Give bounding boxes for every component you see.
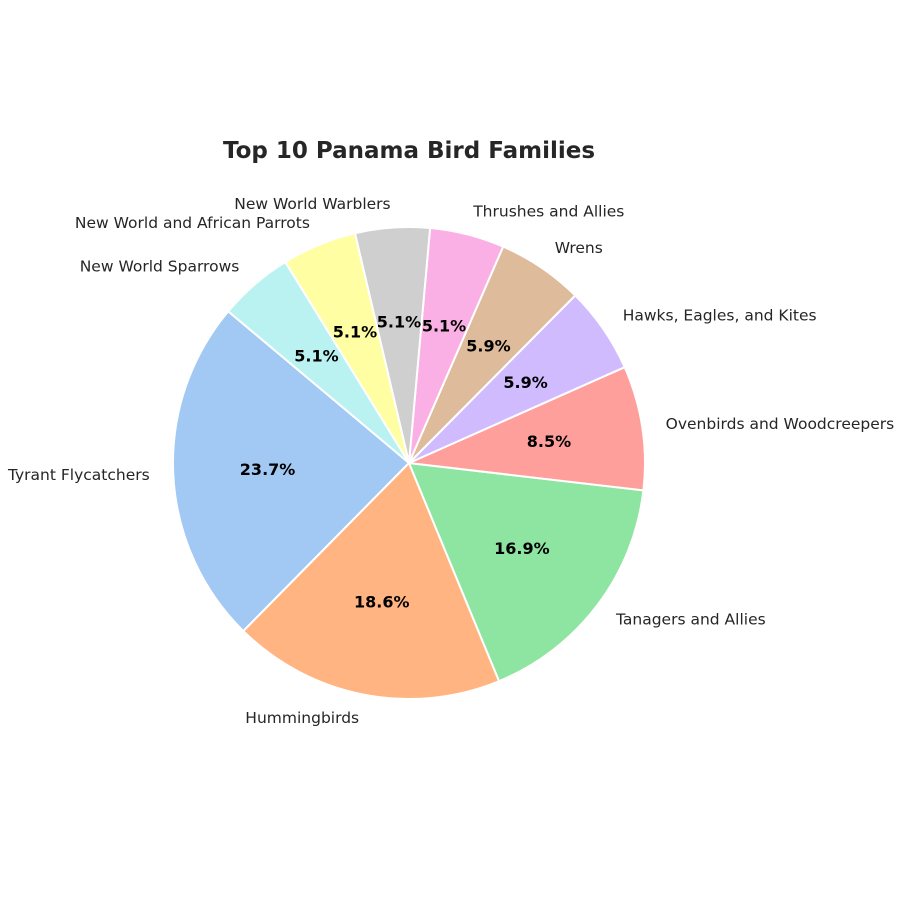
pie-percent-labels: 23.7%18.6%16.9%8.5%5.9%5.9%5.1%5.1%5.1%5… — [240, 312, 571, 611]
slice-label-tyrant-flycatchers: Tyrant Flycatchers — [7, 466, 150, 484]
chart-title: Top 10 Panama Bird Families — [223, 138, 595, 164]
pie-slice-tyrant-flycatchers — [172, 310, 410, 633]
slice-label-tanagers-and-allies: Tanagers and Allies — [615, 611, 766, 629]
slice-percent-new-world-and-african-parrots: 5.1% — [333, 323, 377, 342]
pie-slice-new-world-sparrows — [227, 261, 410, 464]
pie-slices — [172, 226, 646, 700]
slice-percent-new-world-sparrows: 5.1% — [294, 346, 338, 365]
slice-label-new-world-warblers: New World Warblers — [234, 195, 390, 213]
slice-percent-wrens: 5.9% — [466, 336, 510, 355]
pie-slice-ovenbirds-and-woodcreepers — [408, 366, 646, 492]
pie-slice-hummingbirds — [242, 462, 501, 700]
pie-slice-tanagers-and-allies — [408, 462, 645, 683]
slice-label-wrens: Wrens — [555, 239, 603, 257]
slice-label-thrushes-and-allies: Thrushes and Allies — [472, 202, 624, 220]
slice-label-hummingbirds: Hummingbirds — [245, 709, 359, 727]
slice-percent-thrushes-and-allies: 5.1% — [422, 316, 466, 335]
slice-label-new-world-sparrows: New World Sparrows — [80, 258, 240, 276]
slice-percent-hummingbirds: 18.6% — [354, 592, 410, 611]
slice-percent-new-world-warblers: 5.1% — [377, 312, 421, 331]
slice-percent-tyrant-flycatchers: 23.7% — [240, 460, 296, 479]
slice-percent-tanagers-and-allies: 16.9% — [494, 539, 550, 558]
pie-labels: Tyrant Flycatchers Hummingbirds Tanagers a… — [7, 195, 894, 727]
slice-label-ovenbirds-and-woodcreepers: Ovenbirds and Woodcreepers — [666, 415, 895, 433]
slice-percent-hawks-eagles-and-kites: 5.9% — [503, 373, 547, 392]
slice-percent-ovenbirds-and-woodcreepers: 8.5% — [527, 432, 571, 451]
slice-label-new-world-and-african-parrots: New World and African Parrots — [75, 214, 310, 232]
slice-label-hawks-eagles-and-kites: Hawks, Eagles, and Kites — [623, 307, 817, 325]
